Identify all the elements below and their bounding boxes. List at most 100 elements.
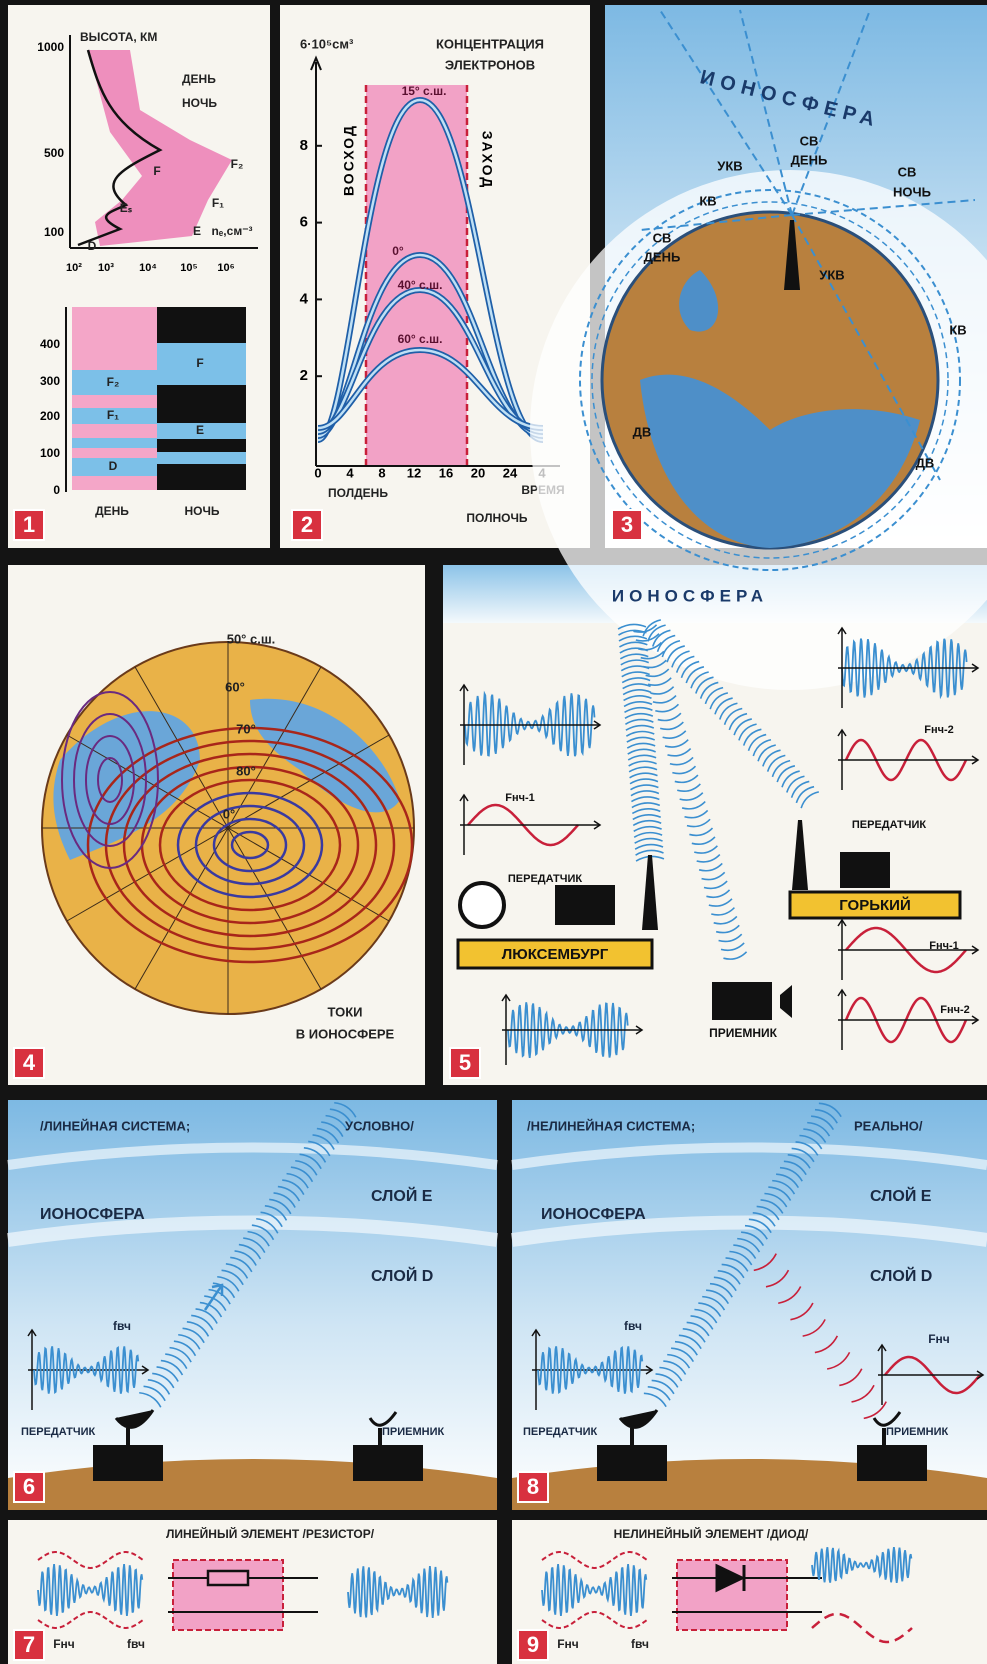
wave-front: [621, 677, 651, 684]
wave-front: [698, 1302, 722, 1317]
wave-front: [699, 681, 719, 699]
arrow: [971, 755, 980, 765]
current: [86, 726, 414, 964]
wave-front: [282, 1179, 305, 1195]
wave-front: [765, 1269, 790, 1288]
wave-front: [651, 629, 671, 647]
wave-front: [800, 791, 820, 809]
wave-front: [686, 1321, 710, 1337]
wave-front: [647, 1386, 671, 1401]
x-tick-label: 10²: [66, 262, 82, 274]
wave-front: [626, 736, 656, 743]
badge: [611, 509, 643, 541]
wave-front: [671, 650, 690, 668]
curve: [317, 348, 544, 430]
wave-front: [803, 1128, 827, 1143]
wave-front: [737, 1237, 761, 1253]
drum: [458, 881, 506, 929]
x-tick-label: 10⁴: [139, 262, 157, 274]
wave-front: [768, 1186, 792, 1201]
wave-front: [717, 1270, 741, 1285]
label: ПОЛНОЧЬ: [466, 511, 528, 525]
ray: [659, 9, 793, 216]
label: F₁: [107, 408, 119, 422]
layer: [7, 1215, 498, 1247]
wave-front: [624, 706, 653, 714]
wave-front: [752, 738, 772, 757]
wave-front: [647, 677, 672, 686]
wave-front: [733, 718, 752, 736]
wave-front: [661, 639, 681, 658]
label: 60°: [225, 679, 245, 694]
wave-front: [628, 766, 658, 773]
wave-front: [696, 854, 721, 863]
wave-front: [139, 1391, 162, 1408]
label: Fнч: [557, 1637, 579, 1651]
signal: [811, 1612, 913, 1644]
transmitter: [93, 1445, 163, 1481]
wave-front: [640, 650, 665, 660]
wave-front: [711, 907, 735, 916]
wave-front: [678, 1334, 702, 1350]
wave-front: [221, 1269, 244, 1286]
label: ПЕРЕДАТЧИК: [508, 873, 583, 885]
label: F₂: [231, 157, 244, 171]
wave-front: [783, 1160, 807, 1176]
wave-front: [776, 765, 796, 783]
speaker: [780, 985, 792, 1018]
wave-front: [630, 790, 660, 797]
wave-front: [741, 1231, 765, 1247]
label: СЛОЙ D: [371, 1266, 433, 1285]
label: СВ: [898, 164, 917, 179]
label: F: [196, 356, 203, 370]
y-tick-label: 300: [40, 374, 60, 388]
arrow: [971, 945, 980, 955]
label: fвч: [127, 1637, 145, 1651]
wave-front: [802, 1319, 826, 1337]
wave-front: [766, 754, 786, 772]
ray: [791, 9, 871, 216]
wave-front: [757, 744, 776, 762]
label: fвч: [631, 1637, 649, 1651]
wave-front: [195, 1308, 218, 1324]
orbit: [591, 201, 949, 559]
wave-front: [691, 836, 716, 846]
wave-front: [709, 692, 729, 710]
label: КОНЦЕНТРАЦИЯ: [436, 36, 544, 51]
label: В ИОНОСФЕРЕ: [296, 1026, 395, 1041]
wave-front: [634, 837, 663, 844]
wave-front: [718, 933, 743, 943]
ray: [791, 214, 941, 481]
wave-front: [684, 809, 709, 819]
wave-front: [643, 1392, 667, 1408]
signal: [537, 1346, 644, 1394]
wave-front: [625, 724, 655, 731]
current: [61, 691, 159, 869]
ocean: [679, 270, 719, 332]
wave-front: [617, 623, 647, 630]
wave-front: [623, 700, 653, 708]
wave-front: [723, 707, 743, 725]
current: [176, 791, 324, 899]
badge: [517, 1629, 549, 1661]
wave-front: [316, 1127, 340, 1144]
arrow: [501, 993, 511, 1002]
wave-front: [269, 1198, 292, 1215]
curve: [317, 98, 544, 442]
wave-front: [839, 1368, 863, 1387]
wave-front: [286, 1172, 309, 1189]
label: ДЕНЬ: [95, 504, 129, 518]
label: 6·10⁵см³: [300, 36, 354, 51]
wave-front: [165, 1353, 188, 1369]
panel-number: 2: [301, 512, 313, 537]
wave-front: [621, 671, 650, 678]
wave-front: [811, 1115, 835, 1131]
x-tick-label: 0: [314, 465, 321, 480]
current: [212, 817, 288, 873]
arrow: [310, 55, 322, 71]
current: [194, 804, 306, 886]
wave-front: [178, 1333, 201, 1350]
label: F: [153, 164, 160, 178]
wave-front: [633, 831, 663, 838]
label: СЛОЙ E: [371, 1186, 433, 1205]
